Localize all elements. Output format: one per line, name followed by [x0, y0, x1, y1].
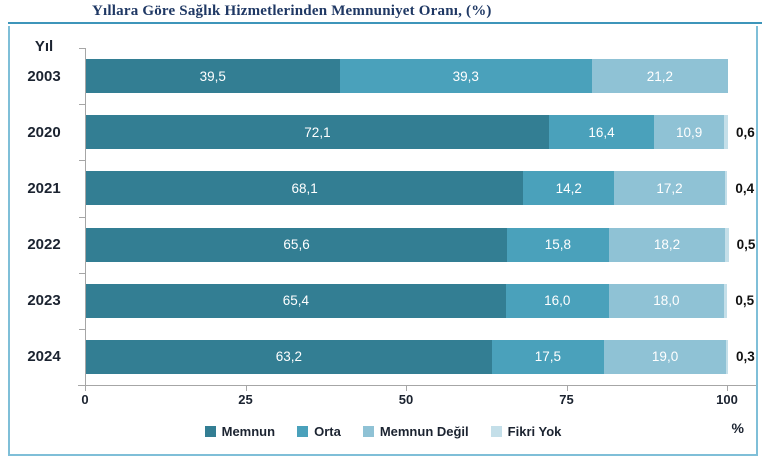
bar-segment: 21,2 — [591, 59, 728, 94]
legend: Memnun Orta Memnun Değil Fikri Yok — [10, 424, 756, 439]
bar-segment-label: 10,9 — [676, 124, 703, 140]
bar-row: 72,1 16,4 10,9 0,6 — [86, 115, 755, 150]
title-rule — [8, 22, 762, 24]
bar-segment-label: 19,0 — [651, 349, 679, 365]
value-axis-tick-label: 100 — [716, 392, 738, 407]
value-axis-tick — [566, 385, 568, 391]
legend-label: Memnun — [221, 424, 276, 439]
chart-frame: Yıl 2003 2020 2021 2022 2023 2024 39,5 39,3 21,… — [8, 26, 758, 456]
category-axis-tick — [79, 272, 86, 274]
category-axis-tick — [79, 385, 86, 387]
value-axis-tick — [85, 385, 86, 391]
bar-segment-label: 18,2 — [653, 237, 681, 253]
legend-label: Orta — [314, 424, 341, 439]
category-axis-title: Yıl — [34, 38, 54, 55]
bar-row: 63,2 17,5 19,0 0,3 — [86, 339, 755, 374]
bar-segment-label: 16,4 — [588, 124, 615, 140]
bar-segment-label: 17,2 — [656, 180, 683, 196]
bar-segment: 17,2 — [614, 171, 725, 206]
bar-segment: 16,0 — [505, 283, 609, 318]
bar-segment-label: 65,6 — [283, 237, 310, 253]
category-axis-tick — [79, 160, 86, 162]
bar-segment: 17,5 — [491, 339, 605, 374]
value-axis-line — [78, 385, 756, 386]
legend-item: Orta — [297, 424, 341, 439]
bar-segment-label: 63,2 — [275, 349, 302, 365]
bar-segment: 65,6 — [86, 227, 508, 262]
year-label: 2022 — [27, 236, 61, 254]
legend-label: Fikri Yok — [507, 424, 562, 439]
value-axis-tick-label: 50 — [398, 392, 414, 407]
value-axis-tick-label: 75 — [559, 392, 574, 407]
bar-segment-label: 21,2 — [646, 68, 674, 84]
legend-item: Memnun — [204, 424, 276, 439]
bar-segment-label: 15,8 — [544, 237, 571, 253]
bar-segment: 65,4 — [86, 283, 506, 318]
legend-label: Memnun Değil — [379, 424, 469, 439]
bar-segment-label: 14,2 — [555, 180, 582, 196]
year-label: 2024 — [27, 348, 61, 366]
bar-segment: 63,2 — [86, 339, 492, 374]
legend-swatch — [204, 426, 216, 437]
outside-value-label: 0,4 — [735, 180, 755, 196]
bar-segment: 68,1 — [86, 171, 524, 206]
bar-segment — [726, 339, 728, 374]
bar-row: 68,1 14,2 17,2 0,4 — [86, 171, 755, 206]
year-label: 2003 — [27, 67, 61, 85]
value-axis-tick — [245, 385, 247, 391]
chart-plot-area: Yıl 2003 2020 2021 2022 2023 2024 39,5 39,3 21,… — [10, 26, 756, 454]
bar-segment-label: 68,1 — [291, 180, 318, 196]
bar-row: 65,6 15,8 18,2 0,5 — [86, 227, 756, 262]
bar-segment — [724, 171, 728, 206]
bar-segment — [725, 227, 729, 262]
chart-title: Yıllara Göre Sağlık Hizmetlerinden Memnu… — [92, 3, 492, 19]
year-label: 2023 — [27, 292, 61, 310]
bar-segment: 72,1 — [86, 115, 549, 150]
outside-value-label: 0,3 — [735, 349, 755, 365]
value-axis-tick — [727, 385, 728, 391]
bar-segment-label: 39,3 — [452, 68, 479, 84]
bar-segment: 18,2 — [608, 227, 726, 262]
value-axis-tick-label: 0 — [81, 392, 89, 407]
legend-swatch — [297, 426, 309, 437]
bar-segment-label: 17,5 — [534, 349, 562, 365]
bar-segment: 18,0 — [608, 283, 725, 318]
value-axis-tick — [406, 385, 407, 391]
outside-value-label: 0,5 — [735, 293, 755, 309]
legend-item: Fikri Yok — [490, 424, 562, 439]
bar-segment: 39,3 — [339, 59, 592, 94]
legend-swatch — [362, 426, 374, 437]
bar-segment-label: 39,5 — [199, 68, 226, 84]
bar-segment: 10,9 — [654, 115, 725, 150]
bar-row: 39,5 39,3 21,2 — [86, 59, 728, 94]
category-axis-tick — [79, 104, 86, 106]
outside-value-label: 0,6 — [735, 124, 755, 140]
bar-segment: 39,5 — [86, 59, 340, 94]
year-label: 2021 — [27, 179, 61, 197]
bar-segment-label: 18,0 — [653, 293, 680, 309]
bar-segment-label: 65,4 — [282, 293, 310, 309]
bar-segment — [724, 115, 728, 150]
legend-swatch — [490, 426, 502, 437]
outside-value-label: 0,5 — [736, 237, 756, 253]
bar-segment: 15,8 — [507, 227, 609, 262]
category-axis-tick — [79, 48, 86, 49]
bar-row: 65,4 16,0 18,0 0,5 — [86, 283, 755, 318]
legend-item: Memnun Değil — [362, 424, 469, 439]
category-axis-tick — [79, 216, 86, 218]
unit-label: % — [731, 420, 744, 436]
bar-segment-label: 16,0 — [544, 293, 571, 309]
value-axis-tick-label: 25 — [238, 392, 253, 407]
year-label: 2020 — [27, 123, 61, 141]
bar-segment: 14,2 — [523, 171, 615, 206]
bar-segment — [724, 283, 728, 318]
bar-segment: 16,4 — [548, 115, 655, 150]
category-axis-tick — [79, 328, 86, 330]
bar-segment-label: 72,1 — [304, 124, 331, 140]
bar-segment: 19,0 — [604, 339, 727, 374]
